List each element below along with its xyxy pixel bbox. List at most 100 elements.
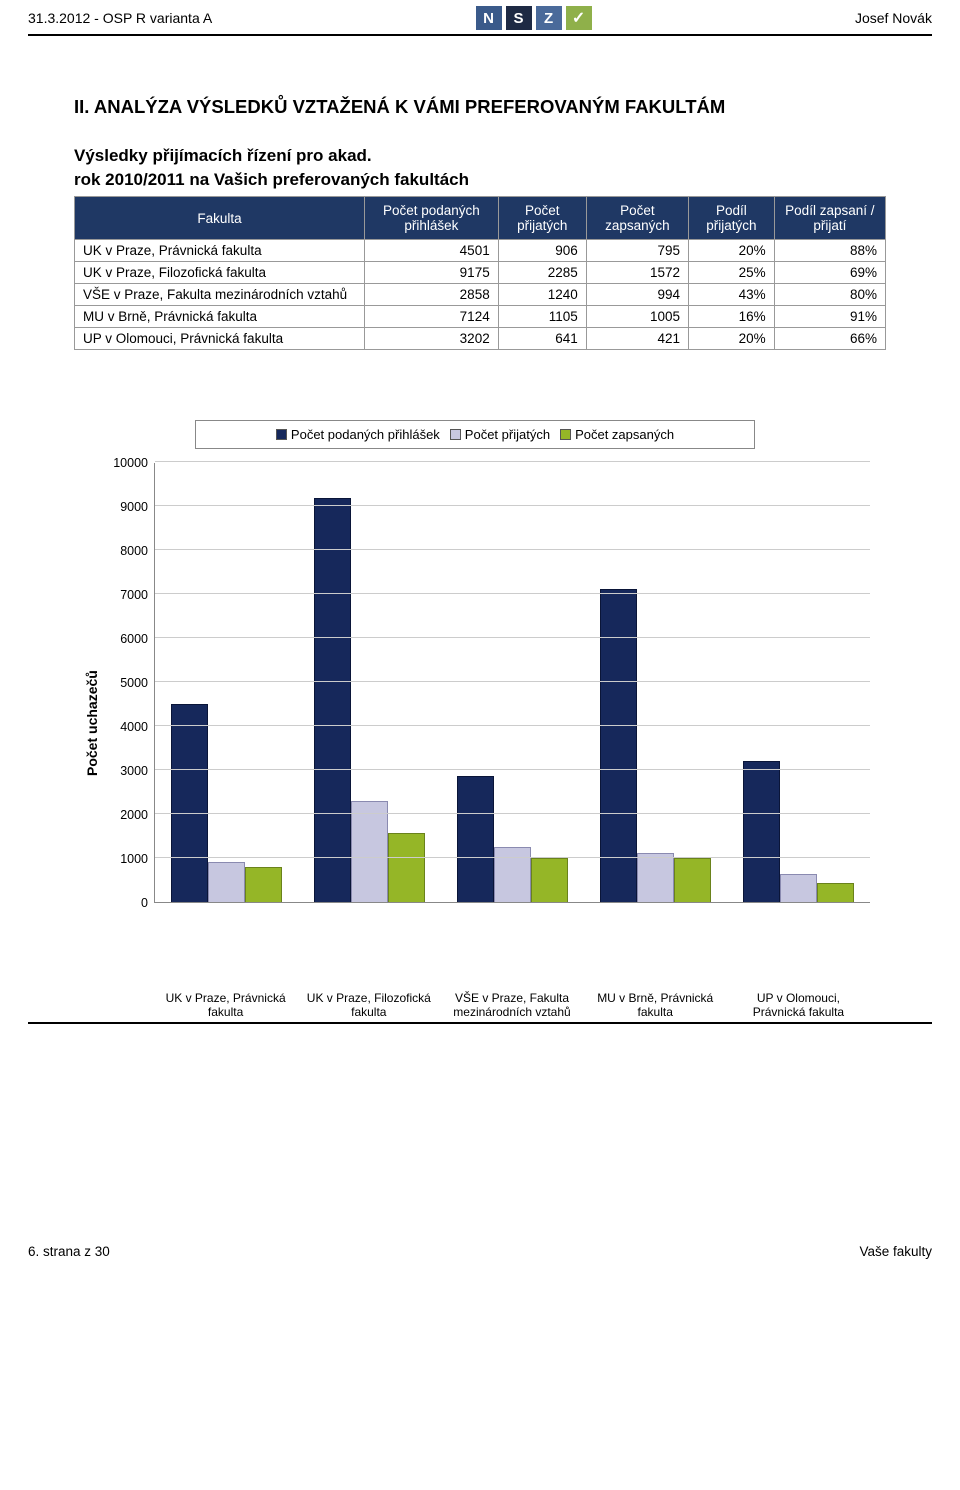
bar-group bbox=[155, 463, 298, 902]
footer-rule bbox=[28, 1022, 932, 1024]
y-tick-label: 2000 bbox=[120, 808, 148, 822]
y-tick-label: 0 bbox=[141, 896, 148, 910]
footer-right: Vaše fakulty bbox=[859, 1244, 932, 1259]
footer: 6. strana z 30 Vaše fakulty bbox=[0, 1244, 960, 1259]
y-tick-label: 3000 bbox=[120, 764, 148, 778]
legend-item: Počet přijatých bbox=[450, 427, 550, 442]
bar bbox=[388, 833, 425, 902]
col-prijatych: Počet přijatých bbox=[498, 197, 586, 240]
logo-letter-z: Z bbox=[536, 6, 562, 30]
gridline bbox=[155, 681, 870, 682]
legend-item: Počet podaných přihlášek bbox=[276, 427, 440, 442]
table-row: UP v Olomouci, Právnická fakulta32026414… bbox=[75, 328, 886, 350]
y-axis: 0100020003000400050006000700080009000100… bbox=[104, 463, 154, 903]
page-title: II. ANALÝZA VÝSLEDKŮ VZTAŽENÁ K VÁMI PRE… bbox=[74, 96, 886, 118]
table-cell: MU v Brně, Právnická fakulta bbox=[75, 306, 365, 328]
table-cell: 1240 bbox=[498, 284, 586, 306]
x-tick-label: UP v Olomouci, Právnická fakulta bbox=[727, 983, 870, 1019]
table-row: UK v Praze, Filozofická fakulta917522851… bbox=[75, 262, 886, 284]
table-cell: 25% bbox=[689, 262, 775, 284]
bar bbox=[600, 589, 637, 902]
table-cell: 1572 bbox=[586, 262, 688, 284]
logo-letter-s: S bbox=[506, 6, 532, 30]
table-cell: VŠE v Praze, Fakulta mezinárodních vztah… bbox=[75, 284, 365, 306]
bar bbox=[245, 867, 282, 902]
bar bbox=[637, 853, 674, 902]
bar bbox=[674, 858, 711, 902]
legend-label: Počet přijatých bbox=[465, 427, 550, 442]
bar bbox=[817, 883, 854, 902]
table-cell: 20% bbox=[689, 240, 775, 262]
legend-swatch bbox=[450, 429, 461, 440]
col-zapsanych: Počet zapsaných bbox=[586, 197, 688, 240]
table-cell: 994 bbox=[586, 284, 688, 306]
table-cell: UK v Praze, Filozofická fakulta bbox=[75, 262, 365, 284]
footer-left: 6. strana z 30 bbox=[28, 1244, 110, 1259]
gridline bbox=[155, 593, 870, 594]
table-cell: 20% bbox=[689, 328, 775, 350]
x-axis-labels: UK v Praze, Právnická fakultaUK v Praze,… bbox=[154, 983, 870, 1019]
plot-area bbox=[154, 463, 870, 903]
legend-label: Počet zapsaných bbox=[575, 427, 674, 442]
header-right: Josef Novák bbox=[855, 10, 932, 26]
table-row: MU v Brně, Právnická fakulta712411051005… bbox=[75, 306, 886, 328]
bar bbox=[494, 847, 531, 902]
table-cell: 69% bbox=[774, 262, 885, 284]
gridline bbox=[155, 505, 870, 506]
bar-group bbox=[727, 463, 870, 902]
table-cell: 3202 bbox=[365, 328, 499, 350]
table-cell: 91% bbox=[774, 306, 885, 328]
y-axis-label: Počet uchazečů bbox=[80, 463, 104, 983]
table-cell: 43% bbox=[689, 284, 775, 306]
x-tick-label: VŠE v Praze, Fakulta mezinárodních vztah… bbox=[440, 983, 583, 1019]
gridline bbox=[155, 549, 870, 550]
table-row: UK v Praze, Právnická fakulta45019067952… bbox=[75, 240, 886, 262]
gridline bbox=[155, 725, 870, 726]
logo: N S Z ✓ bbox=[476, 6, 592, 30]
table-cell: 641 bbox=[498, 328, 586, 350]
subheading-2: rok 2010/2011 na Vašich preferovaných fa… bbox=[74, 170, 886, 190]
table-cell: 421 bbox=[586, 328, 688, 350]
table-cell: 4501 bbox=[365, 240, 499, 262]
gridline bbox=[155, 813, 870, 814]
col-podil-zapsani: Podíl zapsaní / přijatí bbox=[774, 197, 885, 240]
table-cell: 1005 bbox=[586, 306, 688, 328]
table-cell: 88% bbox=[774, 240, 885, 262]
col-podil-prijatych: Podíl přijatých bbox=[689, 197, 775, 240]
bar bbox=[314, 498, 351, 902]
bar bbox=[208, 862, 245, 902]
header-bar: 31.3.2012 - OSP R varianta A N S Z ✓ Jos… bbox=[0, 0, 960, 32]
bar bbox=[351, 801, 388, 902]
y-tick-label: 7000 bbox=[120, 588, 148, 602]
gridline bbox=[155, 857, 870, 858]
y-tick-label: 8000 bbox=[120, 544, 148, 558]
table-cell: 66% bbox=[774, 328, 885, 350]
table-cell: 906 bbox=[498, 240, 586, 262]
y-tick-label: 6000 bbox=[120, 632, 148, 646]
bar bbox=[171, 704, 208, 902]
col-fakulta: Fakulta bbox=[75, 197, 365, 240]
legend-label: Počet podaných přihlášek bbox=[291, 427, 440, 442]
chart-legend: Počet podaných přihlášek Počet přijatých P… bbox=[195, 420, 755, 449]
bar bbox=[531, 858, 568, 902]
bar bbox=[457, 776, 494, 902]
table-cell: 9175 bbox=[365, 262, 499, 284]
table-cell: 795 bbox=[586, 240, 688, 262]
col-podanych: Počet podaných přihlášek bbox=[365, 197, 499, 240]
table-cell: UP v Olomouci, Právnická fakulta bbox=[75, 328, 365, 350]
bar-group bbox=[298, 463, 441, 902]
gridline bbox=[155, 637, 870, 638]
chart: Počet podaných přihlášek Počet přijatých P… bbox=[80, 420, 870, 1019]
table-cell: 80% bbox=[774, 284, 885, 306]
y-tick-label: 10000 bbox=[113, 456, 148, 470]
bar-group bbox=[584, 463, 727, 902]
table-row: VŠE v Praze, Fakulta mezinárodních vztah… bbox=[75, 284, 886, 306]
bar-group bbox=[441, 463, 584, 902]
x-tick-label: UK v Praze, Filozofická fakulta bbox=[297, 983, 440, 1019]
legend-item: Počet zapsaných bbox=[560, 427, 674, 442]
table-cell: 7124 bbox=[365, 306, 499, 328]
x-tick-label: UK v Praze, Právnická fakulta bbox=[154, 983, 297, 1019]
legend-swatch bbox=[276, 429, 287, 440]
y-tick-label: 9000 bbox=[120, 500, 148, 514]
logo-letter-n: N bbox=[476, 6, 502, 30]
